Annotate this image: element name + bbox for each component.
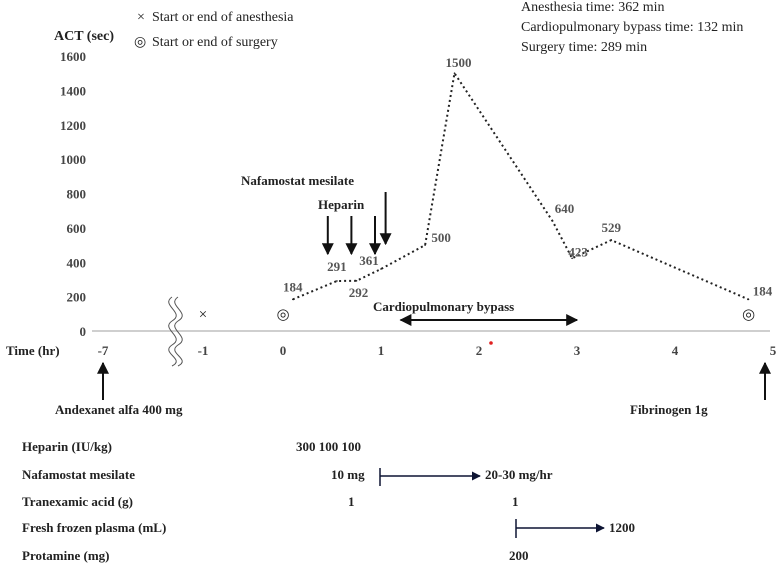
red-dot: [489, 341, 493, 345]
act-data-label: 500: [431, 230, 451, 245]
act-point: [336, 280, 338, 282]
table-row-label: Protamine (mg): [22, 548, 109, 563]
table-cell-nafamostat-rate: 20-30 mg/hr: [485, 467, 553, 482]
y-tick-label: 1000: [60, 152, 86, 167]
table-cell-tranexamic-2: 1: [512, 494, 519, 509]
table-cell-tranexamic-1: 1: [348, 494, 355, 509]
x-tick-label: 5: [770, 343, 777, 358]
act-data-label: 291: [327, 259, 347, 274]
table-row-label: Heparin (IU/kg): [22, 439, 112, 454]
y-tick-label: 1400: [60, 83, 86, 98]
y-tick-label: 1600: [60, 49, 86, 64]
anesthesia-marker: ×: [199, 307, 207, 323]
table-cell-nafamostat-bolus: 10 mg: [331, 467, 365, 482]
x-tick-label: 3: [574, 343, 581, 358]
y-tick-label: 0: [80, 324, 87, 339]
x-tick-label: 1: [378, 343, 385, 358]
table-row-label: Tranexamic acid (g): [22, 494, 133, 509]
act-point: [292, 298, 294, 301]
act-data-label: 361: [359, 253, 379, 268]
surgery-marker: ◎: [276, 307, 289, 323]
act-point: [453, 72, 456, 74]
act-data-label: 1500: [446, 55, 472, 70]
legend-surgery-marker: ◎: [134, 35, 146, 50]
summary-surgery: Surgery time: 289 min: [521, 40, 647, 55]
act-point: [355, 280, 358, 282]
y-tick-label: 1200: [60, 118, 86, 133]
legend-surgery-label: Start or end of surgery: [152, 35, 278, 50]
medication-table: Heparin (IU/kg) Nafamostat mesilate Tranex…: [22, 439, 635, 563]
x-tick-labels: -7-10123456: [98, 343, 777, 358]
surgery-marker: ◎: [742, 307, 755, 323]
heparin-annotation: Heparin: [318, 197, 365, 212]
act-point: [610, 239, 613, 241]
act-point: [747, 298, 750, 301]
act-data-label: 184: [283, 279, 303, 294]
summary-anesthesia: Anesthesia time: 362 min: [521, 0, 664, 15]
table-cell-heparin: 300 100 100: [296, 439, 361, 454]
y-tick-label: 200: [67, 290, 87, 305]
act-line: [292, 70, 749, 301]
nafamostat-annotation: Nafamostat mesilate: [241, 173, 354, 188]
x-tick-label: -7: [98, 343, 109, 358]
act-data-label: 423: [568, 244, 588, 259]
bypass-annotation: Cardiopulmonary bypass: [373, 299, 514, 314]
legend-anesthesia-label: Start or end of anesthesia: [152, 10, 294, 25]
table-row-label: Nafamostat mesilate: [22, 467, 135, 482]
act-data-label: 640: [555, 201, 575, 216]
act-data-label: 184: [753, 283, 773, 298]
x-tick-label: 0: [280, 343, 287, 358]
y-tick-label: 400: [67, 255, 87, 270]
table-cell-protamine: 200: [509, 548, 529, 563]
x-tick-label: -1: [198, 343, 209, 358]
x-tick-label: 2: [476, 343, 483, 358]
x-tick-label: 4: [672, 343, 679, 358]
fibrinogen-annotation: Fibrinogen 1g: [630, 402, 708, 417]
table-row-label: Fresh frozen plasma (mL): [22, 520, 166, 535]
y-axis-title: ACT (sec): [54, 29, 114, 44]
act-data-label: 529: [602, 220, 622, 235]
act-point: [571, 257, 573, 260]
andexanet-annotation: Andexanet alfa 400 mg: [55, 402, 183, 417]
axis-break-symbol: [168, 296, 183, 367]
y-tick-label: 800: [67, 187, 87, 202]
y-tick-label: 600: [67, 221, 87, 236]
act-point: [380, 268, 382, 270]
act-data-label: 292: [349, 285, 369, 300]
event-markers: ××◎◎: [97, 192, 771, 400]
table-cell-ffp: 1200: [609, 520, 635, 535]
legend-anesthesia-marker: ×: [137, 10, 145, 25]
act-point: [424, 244, 426, 246]
summary-bypass: Cardiopulmonary bypass time: 132 min: [521, 20, 743, 35]
x-axis-title: Time (hr): [6, 343, 60, 358]
y-tick-labels: 0 200 400 600 800 1000 1200 1400 1600: [60, 49, 86, 339]
act-point: [551, 220, 554, 222]
